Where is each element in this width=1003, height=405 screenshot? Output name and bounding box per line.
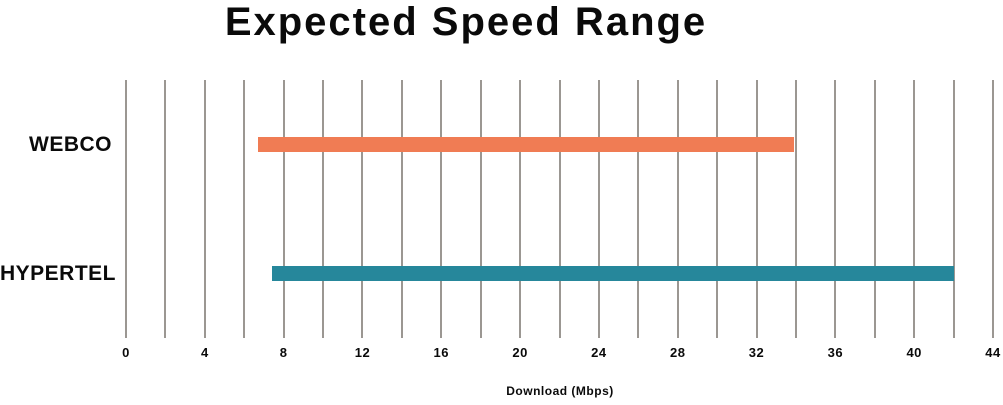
gridline — [479, 80, 482, 338]
gridline — [164, 80, 167, 338]
gridline — [992, 80, 994, 338]
x-tick-label: 36 — [827, 345, 844, 360]
gridline — [125, 80, 127, 338]
x-tick-label: 8 — [279, 345, 288, 360]
gridline — [558, 80, 561, 338]
range-bar-webco — [258, 137, 794, 152]
range-bar-hypertel — [271, 266, 954, 281]
gridline — [282, 80, 285, 338]
gridline — [755, 80, 758, 338]
x-tick-label: 32 — [748, 345, 765, 360]
x-tick-label: 12 — [354, 345, 371, 360]
gridline — [794, 80, 797, 338]
x-tick-label: 16 — [433, 345, 449, 360]
gridline — [597, 80, 600, 338]
gridline — [913, 80, 916, 338]
gridline — [676, 80, 679, 338]
gridline — [322, 80, 325, 338]
gridline — [834, 80, 837, 338]
category-label-webco: WEBCO — [29, 133, 112, 156]
category-label-hypertel: HYPERTEL — [0, 262, 117, 285]
gridline — [243, 80, 246, 338]
gridline — [203, 80, 206, 338]
x-tick-label: 40 — [906, 345, 922, 360]
gridline — [716, 80, 719, 338]
gridline — [637, 80, 640, 338]
x-tick-label: 44 — [985, 345, 1001, 360]
chart-title: Expected Speed Range — [224, 0, 708, 44]
x-axis-label: Download (Mbps) — [506, 384, 614, 398]
x-tick-label: 4 — [200, 345, 209, 360]
gridline — [400, 80, 403, 338]
gridline — [361, 80, 364, 338]
x-tick-label: 20 — [512, 345, 528, 360]
x-tick-label: 0 — [122, 345, 130, 360]
gridline — [519, 80, 522, 338]
x-tick-label: 28 — [669, 345, 686, 360]
gridline — [873, 80, 876, 338]
x-tick-label: 24 — [591, 345, 607, 360]
gridline — [952, 80, 955, 338]
gridline — [440, 80, 443, 338]
plot-area — [125, 80, 994, 338]
